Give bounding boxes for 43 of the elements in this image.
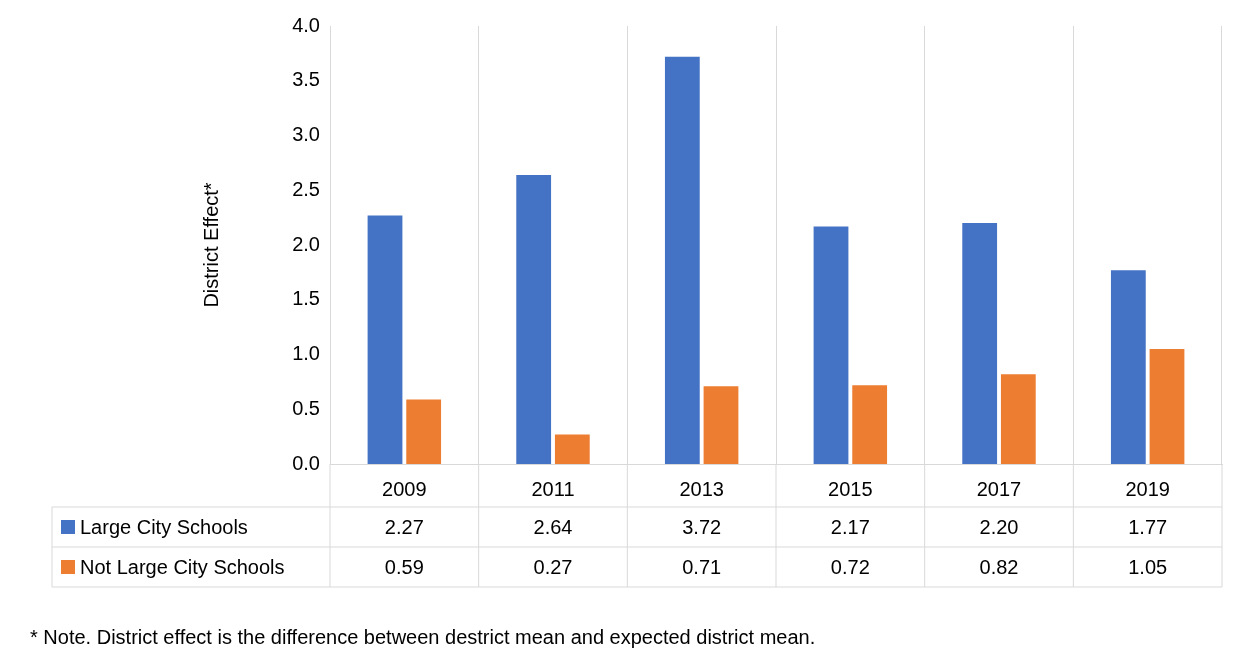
data-label: 2.64 [533, 515, 573, 538]
y-tick-label: 1.5 [292, 287, 320, 310]
data-label: 0.82 [979, 555, 1019, 578]
y-tick-label: 3.0 [292, 123, 320, 146]
bar [1149, 349, 1185, 464]
x-tick-label: 2013 [679, 477, 724, 500]
data-label: 0.71 [682, 555, 722, 578]
bar [554, 434, 590, 464]
data-label: 2.17 [830, 515, 870, 538]
data-label: 0.72 [830, 555, 870, 578]
y-tick-label: 2.5 [292, 177, 320, 200]
bar [703, 386, 739, 464]
x-tick-label: 2017 [976, 477, 1022, 500]
y-tick-label: 0.0 [292, 451, 320, 474]
x-tick-label: 2011 [531, 477, 575, 500]
bar [1110, 270, 1146, 464]
y-axis-title: District Effect* [199, 182, 222, 308]
x-tick-label: 2019 [1125, 477, 1170, 500]
data-label: 1.77 [1128, 515, 1168, 538]
data-label: 3.72 [682, 515, 722, 538]
y-tick-label: 3.5 [292, 68, 320, 91]
bar [664, 56, 700, 464]
bar [813, 226, 849, 464]
bar [406, 399, 442, 464]
legend-label: Not Large City Schools [80, 555, 285, 578]
y-tick-label: 0.5 [292, 396, 320, 419]
data-label: 2.20 [979, 515, 1019, 538]
text: * Note. District effect is the difference between destrict mean and expected district mean. [30, 626, 816, 649]
bar [367, 215, 403, 464]
data-label: 0.59 [384, 555, 424, 578]
bar [1000, 374, 1036, 464]
y-tick-label: 2.0 [292, 232, 320, 255]
x-tick-label: 2015 [828, 477, 873, 500]
y-tick-label: 1.0 [292, 342, 320, 365]
legend-label: Large City Schools [80, 515, 248, 538]
data-label: 1.05 [1128, 555, 1168, 578]
bar [516, 174, 552, 464]
data-label: 2.27 [384, 515, 424, 538]
bar [852, 385, 888, 464]
bar [962, 223, 998, 464]
x-tick-label: 2009 [382, 477, 427, 500]
data-label: 0.27 [533, 555, 573, 578]
y-tick-label: 4.0 [292, 13, 320, 36]
